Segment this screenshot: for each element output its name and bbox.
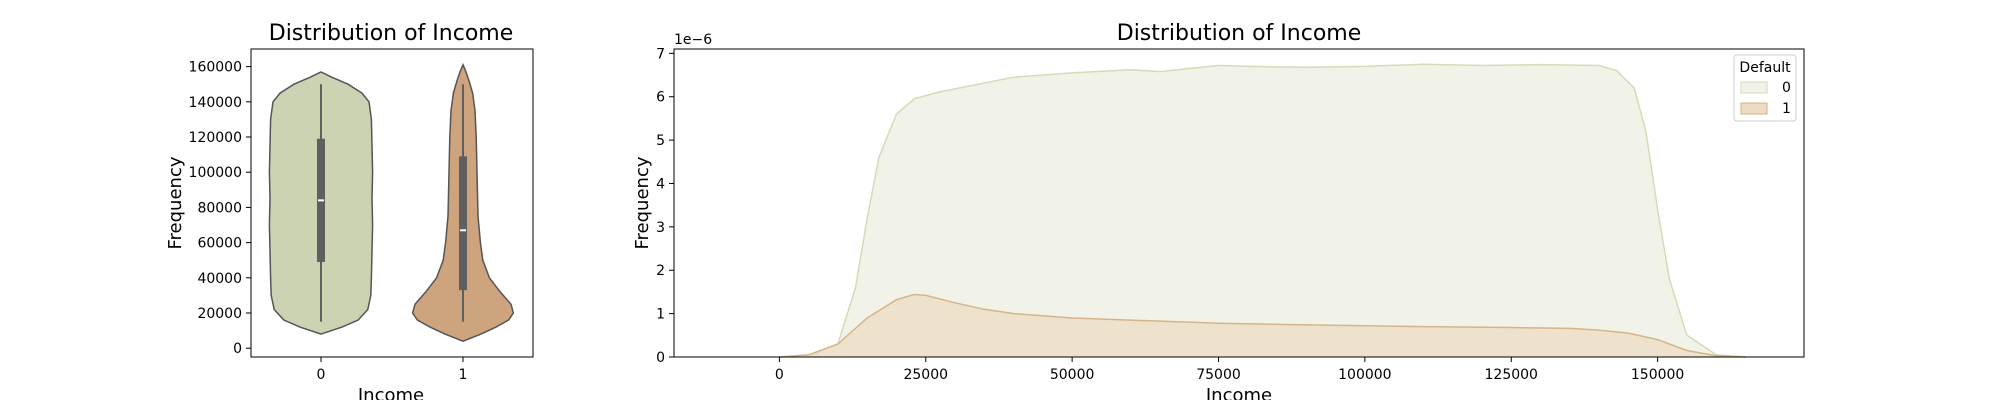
kde-y-tick-label: 7 [656, 46, 665, 62]
kde-x-axis: 0 25000 50000 75000 100000 125000 150000 [775, 357, 1684, 383]
violin-y-label: Frequency [165, 156, 186, 249]
violin-chart: Distribution of Income 0 20000 40000 60000 8… [165, 21, 534, 400]
legend-label-1: 1 [1782, 101, 1791, 117]
legend-swatch-1 [1740, 102, 1768, 115]
violin-y-tick-label: 0 [233, 341, 242, 357]
kde-x-label: Income [1206, 385, 1272, 400]
kde-x-tick-label: 75000 [1196, 367, 1241, 383]
violin-x-label: Income [358, 385, 424, 400]
kde-y-tick-label: 6 [656, 90, 665, 106]
kde-title: Distribution of Income [1117, 21, 1362, 46]
violin-x-tick-label: 0 [317, 367, 326, 383]
violin-x-tick-label: 1 [459, 367, 468, 383]
kde-y-scale-label: 1e−6 [674, 32, 712, 48]
kde-x-tick-label: 150000 [1631, 367, 1684, 383]
kde-line-0 [779, 63, 1746, 358]
kde-axes-frame [673, 48, 1805, 358]
kde-x-tick-label: 50000 [1050, 367, 1095, 383]
legend: Default 0 1 [1733, 54, 1797, 122]
kde-x-tick-label: 0 [775, 367, 784, 383]
kde-area-1 [779, 294, 1746, 357]
kde-y-tick-label: 5 [656, 133, 665, 149]
violin-y-tick-label: 60000 [197, 236, 242, 252]
violin-y-tick-label: 80000 [197, 200, 242, 216]
violin-y-tick-label: 140000 [189, 95, 242, 111]
kde-y-tick-label: 3 [656, 220, 665, 236]
violin-plot-area [268, 62, 515, 343]
violin-axes-frame [250, 48, 534, 358]
violin-y-tick-label: 20000 [197, 306, 242, 322]
violin-y-tick-label: 160000 [189, 60, 242, 76]
violin-y-tick-label: 100000 [189, 165, 242, 181]
kde-area-0 [779, 64, 1746, 357]
kde-y-tick-label: 4 [656, 176, 665, 192]
legend-label-0: 0 [1782, 80, 1791, 96]
legend-swatch-0 [1740, 81, 1768, 94]
kde-y-tick-label: 0 [656, 350, 665, 366]
kde-x-tick-label: 25000 [903, 367, 948, 383]
legend-title: Default [1739, 60, 1791, 76]
kde-y-tick-label: 2 [656, 263, 665, 279]
kde-chart: Distribution of Income 0 1 2 3 4 5 6 7 0 25000 50… [632, 21, 1805, 400]
kde-x-tick-label: 125000 [1485, 367, 1538, 383]
violin-y-axis: 0 20000 40000 60000 80000 100000 120000 140000 1… [189, 60, 251, 357]
violin-iqr-box-1 [459, 156, 467, 291]
kde-plot-area [779, 63, 1746, 358]
kde-y-label: Frequency [632, 156, 653, 249]
violin-y-tick-label: 120000 [189, 130, 242, 146]
violin-title: Distribution of Income [269, 21, 514, 46]
violin-y-tick-label: 40000 [197, 271, 242, 287]
kde-y-tick-label: 1 [656, 307, 665, 323]
kde-line-1 [779, 293, 1746, 358]
kde-y-axis: 0 1 2 3 4 5 6 7 [656, 46, 674, 366]
kde-x-tick-label: 100000 [1338, 367, 1391, 383]
